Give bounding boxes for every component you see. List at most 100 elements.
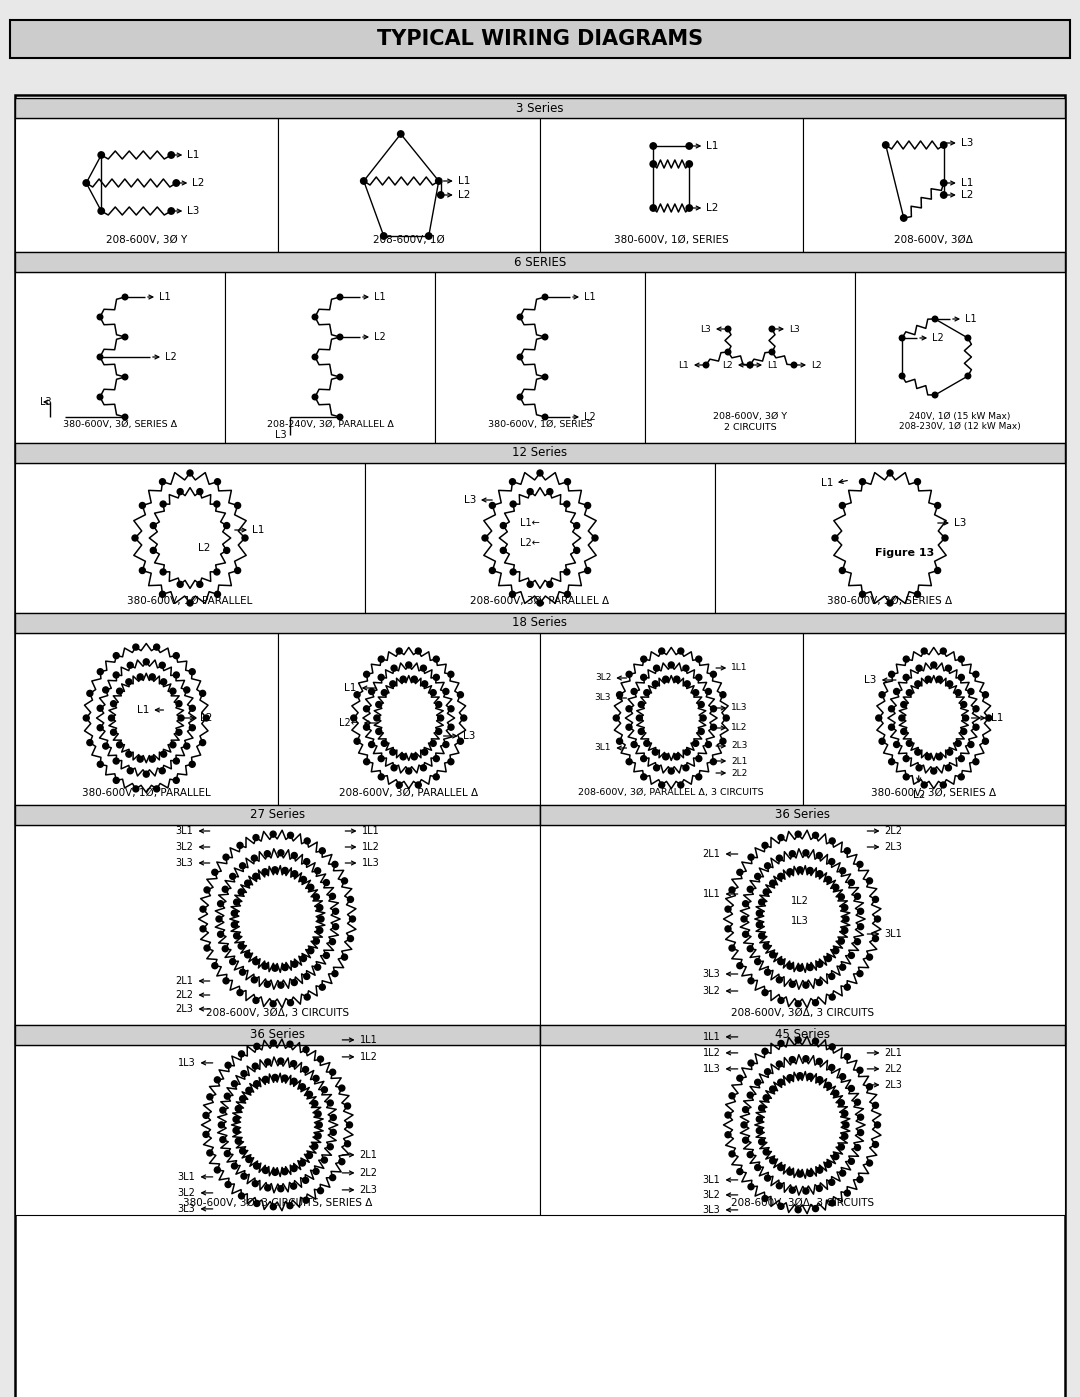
Circle shape — [652, 680, 659, 687]
Circle shape — [873, 1102, 878, 1108]
Bar — [435, 272, 645, 443]
Circle shape — [302, 1066, 309, 1073]
Circle shape — [795, 831, 801, 837]
Circle shape — [737, 1169, 743, 1175]
Circle shape — [282, 868, 288, 873]
Circle shape — [747, 362, 753, 367]
Circle shape — [170, 689, 176, 694]
Circle shape — [305, 995, 310, 1000]
Circle shape — [887, 599, 893, 606]
Text: 208-600V, 3Ø, PARALLEL Δ, 3 CIRCUITS: 208-600V, 3Ø, PARALLEL Δ, 3 CIRCUITS — [579, 788, 764, 798]
Circle shape — [841, 1133, 848, 1140]
Circle shape — [133, 787, 139, 792]
Circle shape — [725, 349, 731, 355]
Circle shape — [97, 669, 104, 675]
Circle shape — [843, 1122, 849, 1127]
Circle shape — [231, 1081, 238, 1087]
Circle shape — [233, 900, 240, 905]
Circle shape — [291, 1183, 297, 1189]
Circle shape — [743, 1106, 748, 1112]
Circle shape — [866, 877, 873, 884]
Circle shape — [849, 1158, 854, 1164]
Circle shape — [778, 1041, 784, 1046]
Text: TYPICAL WIRING DIAGRAMS: TYPICAL WIRING DIAGRAMS — [377, 29, 703, 49]
Circle shape — [320, 848, 325, 854]
Circle shape — [769, 349, 774, 355]
Circle shape — [237, 842, 243, 848]
Circle shape — [854, 939, 861, 944]
Circle shape — [564, 502, 570, 507]
Text: 240V, 1Ø (15 kW Max): 240V, 1Ø (15 kW Max) — [909, 412, 1011, 422]
Circle shape — [252, 855, 257, 861]
Circle shape — [592, 535, 598, 541]
Circle shape — [527, 581, 534, 587]
Circle shape — [337, 374, 342, 380]
Circle shape — [764, 888, 769, 895]
Circle shape — [640, 675, 647, 680]
Circle shape — [241, 1173, 247, 1179]
Text: 208-230V, 1Ø (12 kW Max): 208-230V, 1Ø (12 kW Max) — [900, 422, 1021, 432]
Circle shape — [787, 869, 793, 875]
Circle shape — [986, 715, 991, 721]
Text: 2L2: 2L2 — [885, 1065, 903, 1074]
Circle shape — [381, 740, 388, 746]
Circle shape — [765, 1175, 770, 1180]
Circle shape — [345, 1141, 351, 1147]
Text: L1: L1 — [584, 292, 596, 302]
Text: 3L2: 3L2 — [703, 986, 720, 996]
Circle shape — [364, 724, 369, 731]
Circle shape — [299, 1160, 306, 1166]
Bar — [540, 805, 1065, 826]
Text: L1: L1 — [374, 292, 386, 302]
Text: L1: L1 — [961, 177, 973, 189]
Circle shape — [674, 676, 679, 682]
Circle shape — [797, 866, 802, 873]
Circle shape — [204, 946, 210, 951]
Text: L2: L2 — [723, 360, 733, 369]
Circle shape — [795, 1000, 801, 1007]
Text: 1L2: 1L2 — [360, 1052, 377, 1062]
Circle shape — [224, 548, 230, 553]
Circle shape — [150, 548, 157, 553]
Circle shape — [396, 648, 402, 654]
Circle shape — [906, 740, 913, 746]
Circle shape — [941, 648, 946, 654]
Circle shape — [225, 1151, 230, 1157]
Circle shape — [983, 738, 988, 745]
Text: 45 Series: 45 Series — [775, 1028, 831, 1042]
Circle shape — [235, 1139, 241, 1144]
Circle shape — [807, 964, 813, 971]
Circle shape — [184, 687, 190, 693]
Circle shape — [161, 679, 166, 685]
Text: 208-600V, 1Ø: 208-600V, 1Ø — [373, 235, 445, 244]
Circle shape — [678, 648, 684, 654]
Circle shape — [222, 886, 228, 893]
Circle shape — [510, 479, 515, 485]
Circle shape — [797, 1171, 802, 1178]
Circle shape — [903, 657, 909, 662]
Text: 1L2: 1L2 — [362, 842, 379, 852]
Circle shape — [833, 884, 839, 890]
Circle shape — [341, 954, 348, 960]
Circle shape — [640, 774, 647, 780]
Text: L2: L2 — [198, 543, 211, 553]
Circle shape — [843, 916, 849, 922]
Circle shape — [807, 868, 813, 873]
Circle shape — [262, 869, 268, 875]
Circle shape — [110, 729, 117, 735]
Circle shape — [755, 1165, 760, 1171]
Circle shape — [378, 774, 384, 780]
Bar — [540, 117, 802, 251]
Circle shape — [889, 705, 894, 712]
Circle shape — [802, 849, 809, 856]
Circle shape — [849, 880, 854, 886]
Circle shape — [254, 1200, 260, 1207]
Circle shape — [153, 787, 160, 792]
Circle shape — [725, 1132, 731, 1137]
Circle shape — [278, 1186, 284, 1192]
Circle shape — [807, 1073, 813, 1080]
Circle shape — [133, 644, 139, 650]
Circle shape — [176, 729, 181, 735]
Circle shape — [527, 489, 534, 495]
Circle shape — [875, 916, 880, 922]
